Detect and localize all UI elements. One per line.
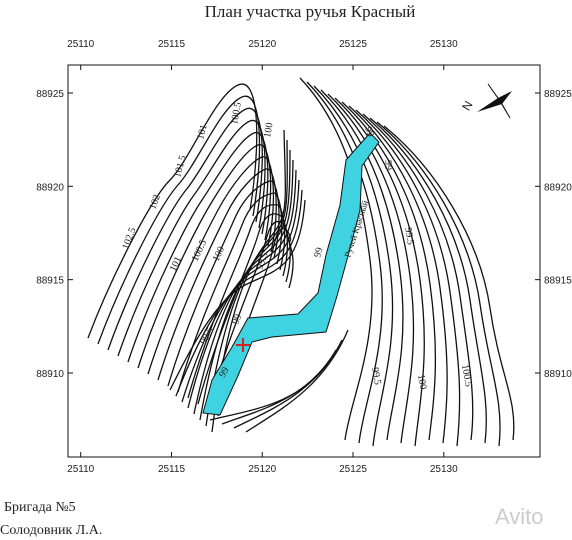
contour-line bbox=[233, 339, 343, 429]
y-tick-label: 88925 bbox=[36, 89, 64, 100]
contour-line bbox=[245, 329, 349, 433]
contour-label: 101 bbox=[195, 123, 210, 140]
contour-label: 99 bbox=[362, 125, 376, 138]
contour-line bbox=[299, 77, 373, 441]
contour-line bbox=[187, 169, 297, 409]
contour-label: 99.5 bbox=[402, 227, 416, 246]
marker-cross bbox=[236, 338, 250, 352]
y-tick-label: 88920 bbox=[36, 182, 64, 193]
contour-line bbox=[362, 113, 474, 441]
y-tick-label: 88910 bbox=[544, 369, 572, 380]
contour-line bbox=[147, 156, 275, 375]
contour-label: 100 bbox=[262, 122, 275, 139]
y-tick-label: 88910 bbox=[36, 369, 64, 380]
contour-line bbox=[383, 125, 515, 441]
x-tick-label: 25125 bbox=[339, 39, 367, 50]
contour-label: 100.5 bbox=[190, 238, 209, 263]
compass: N bbox=[459, 83, 512, 119]
compass-label: N bbox=[459, 98, 475, 113]
contour-line bbox=[169, 199, 306, 391]
contour-label: 99 bbox=[382, 160, 393, 170]
contour-line bbox=[127, 132, 269, 363]
contour-label: 102.5 bbox=[120, 226, 138, 251]
x-tick-label: 25130 bbox=[430, 464, 458, 475]
x-tick-label: 25125 bbox=[339, 464, 367, 475]
contour-line bbox=[117, 119, 266, 357]
y-tick-label: 88915 bbox=[36, 276, 64, 287]
contour-line bbox=[181, 179, 300, 403]
contour-line bbox=[205, 139, 288, 427]
y-tick-label: 88925 bbox=[544, 89, 572, 100]
watermark: Avito bbox=[495, 504, 544, 529]
contours bbox=[87, 77, 515, 447]
y-tick-label: 88920 bbox=[544, 182, 572, 193]
contour-line bbox=[376, 121, 501, 447]
contour-line bbox=[193, 159, 294, 415]
contour-label: 99 bbox=[217, 365, 232, 379]
contour-line bbox=[157, 168, 277, 381]
contour-line bbox=[107, 107, 263, 351]
contour-line bbox=[313, 85, 394, 447]
contour-label: 99 bbox=[230, 313, 244, 326]
x-tick-label: 25110 bbox=[67, 464, 95, 475]
x-tick-label: 25120 bbox=[248, 39, 276, 50]
contour-label: 100 bbox=[415, 374, 428, 391]
x-tick-label: 25120 bbox=[248, 464, 276, 475]
map-frame bbox=[67, 64, 541, 458]
contour-label: 99 bbox=[312, 246, 325, 259]
contour-label: 99.5 bbox=[369, 367, 383, 386]
contour-line bbox=[207, 221, 291, 411]
contour-label: 100.5 bbox=[229, 101, 244, 125]
x-tick-label: 25110 bbox=[67, 39, 95, 50]
contour-line bbox=[327, 93, 415, 444]
contour-label: 102 bbox=[147, 193, 162, 211]
x-tick-label: 25130 bbox=[430, 39, 458, 50]
map-title: План участка ручья Красный bbox=[205, 2, 416, 21]
contour-line bbox=[320, 89, 404, 441]
contour-line bbox=[199, 149, 291, 421]
contour-line bbox=[369, 117, 487, 444]
x-tick-label: 25115 bbox=[158, 39, 186, 50]
y-tick-label: 88915 bbox=[544, 276, 572, 287]
contour-label: 100.5 bbox=[459, 364, 474, 388]
contour-line bbox=[348, 105, 448, 444]
contour-line bbox=[211, 129, 286, 433]
contour-line bbox=[175, 189, 303, 397]
contour-line bbox=[306, 81, 383, 444]
contour-line bbox=[355, 109, 461, 447]
contour-label: 100 bbox=[211, 245, 227, 263]
footer-line: Солодовник Л.А. bbox=[0, 523, 102, 538]
x-tick-label: 25115 bbox=[158, 464, 186, 475]
footer-line: Бригада №5 bbox=[4, 500, 76, 515]
